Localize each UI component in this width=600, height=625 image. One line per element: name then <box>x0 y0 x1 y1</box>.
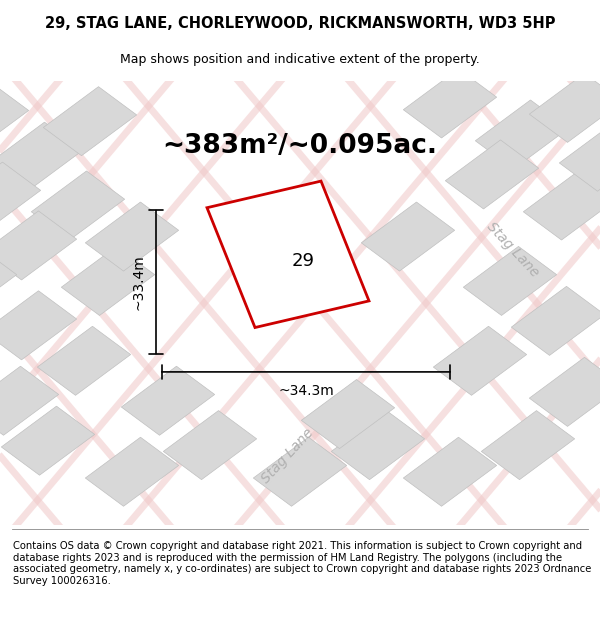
Polygon shape <box>529 73 600 142</box>
Polygon shape <box>361 202 455 271</box>
Text: Contains OS data © Crown copyright and database right 2021. This information is : Contains OS data © Crown copyright and d… <box>13 541 592 586</box>
Polygon shape <box>0 291 77 360</box>
Polygon shape <box>331 411 425 479</box>
Polygon shape <box>0 162 41 231</box>
Polygon shape <box>0 82 29 151</box>
Text: Map shows position and indicative extent of the property.: Map shows position and indicative extent… <box>120 52 480 66</box>
Text: Stag Lane: Stag Lane <box>484 220 542 280</box>
Polygon shape <box>403 69 497 138</box>
Polygon shape <box>403 438 497 506</box>
Polygon shape <box>85 202 179 271</box>
Polygon shape <box>121 366 215 435</box>
Polygon shape <box>529 357 600 426</box>
Polygon shape <box>481 411 575 479</box>
Polygon shape <box>37 326 131 396</box>
Text: ~383m²/~0.095ac.: ~383m²/~0.095ac. <box>163 132 437 159</box>
Text: Stag Lane: Stag Lane <box>259 426 317 486</box>
Polygon shape <box>1 406 95 475</box>
Text: 29: 29 <box>292 252 314 270</box>
Polygon shape <box>43 87 137 156</box>
Polygon shape <box>301 379 395 449</box>
Polygon shape <box>0 246 17 316</box>
Polygon shape <box>475 100 569 169</box>
Polygon shape <box>523 171 600 240</box>
Text: ~34.3m: ~34.3m <box>278 384 334 398</box>
Polygon shape <box>0 366 59 435</box>
Polygon shape <box>463 246 557 316</box>
Polygon shape <box>559 122 600 191</box>
Polygon shape <box>511 286 600 356</box>
Polygon shape <box>0 211 77 280</box>
Polygon shape <box>433 326 527 396</box>
Polygon shape <box>207 181 369 328</box>
Polygon shape <box>85 438 179 506</box>
Text: ~33.4m: ~33.4m <box>131 254 145 310</box>
Polygon shape <box>61 246 155 316</box>
Polygon shape <box>253 438 347 506</box>
Polygon shape <box>445 140 539 209</box>
Polygon shape <box>31 171 125 240</box>
Polygon shape <box>163 411 257 479</box>
Text: 29, STAG LANE, CHORLEYWOOD, RICKMANSWORTH, WD3 5HP: 29, STAG LANE, CHORLEYWOOD, RICKMANSWORT… <box>45 16 555 31</box>
Polygon shape <box>0 122 83 191</box>
